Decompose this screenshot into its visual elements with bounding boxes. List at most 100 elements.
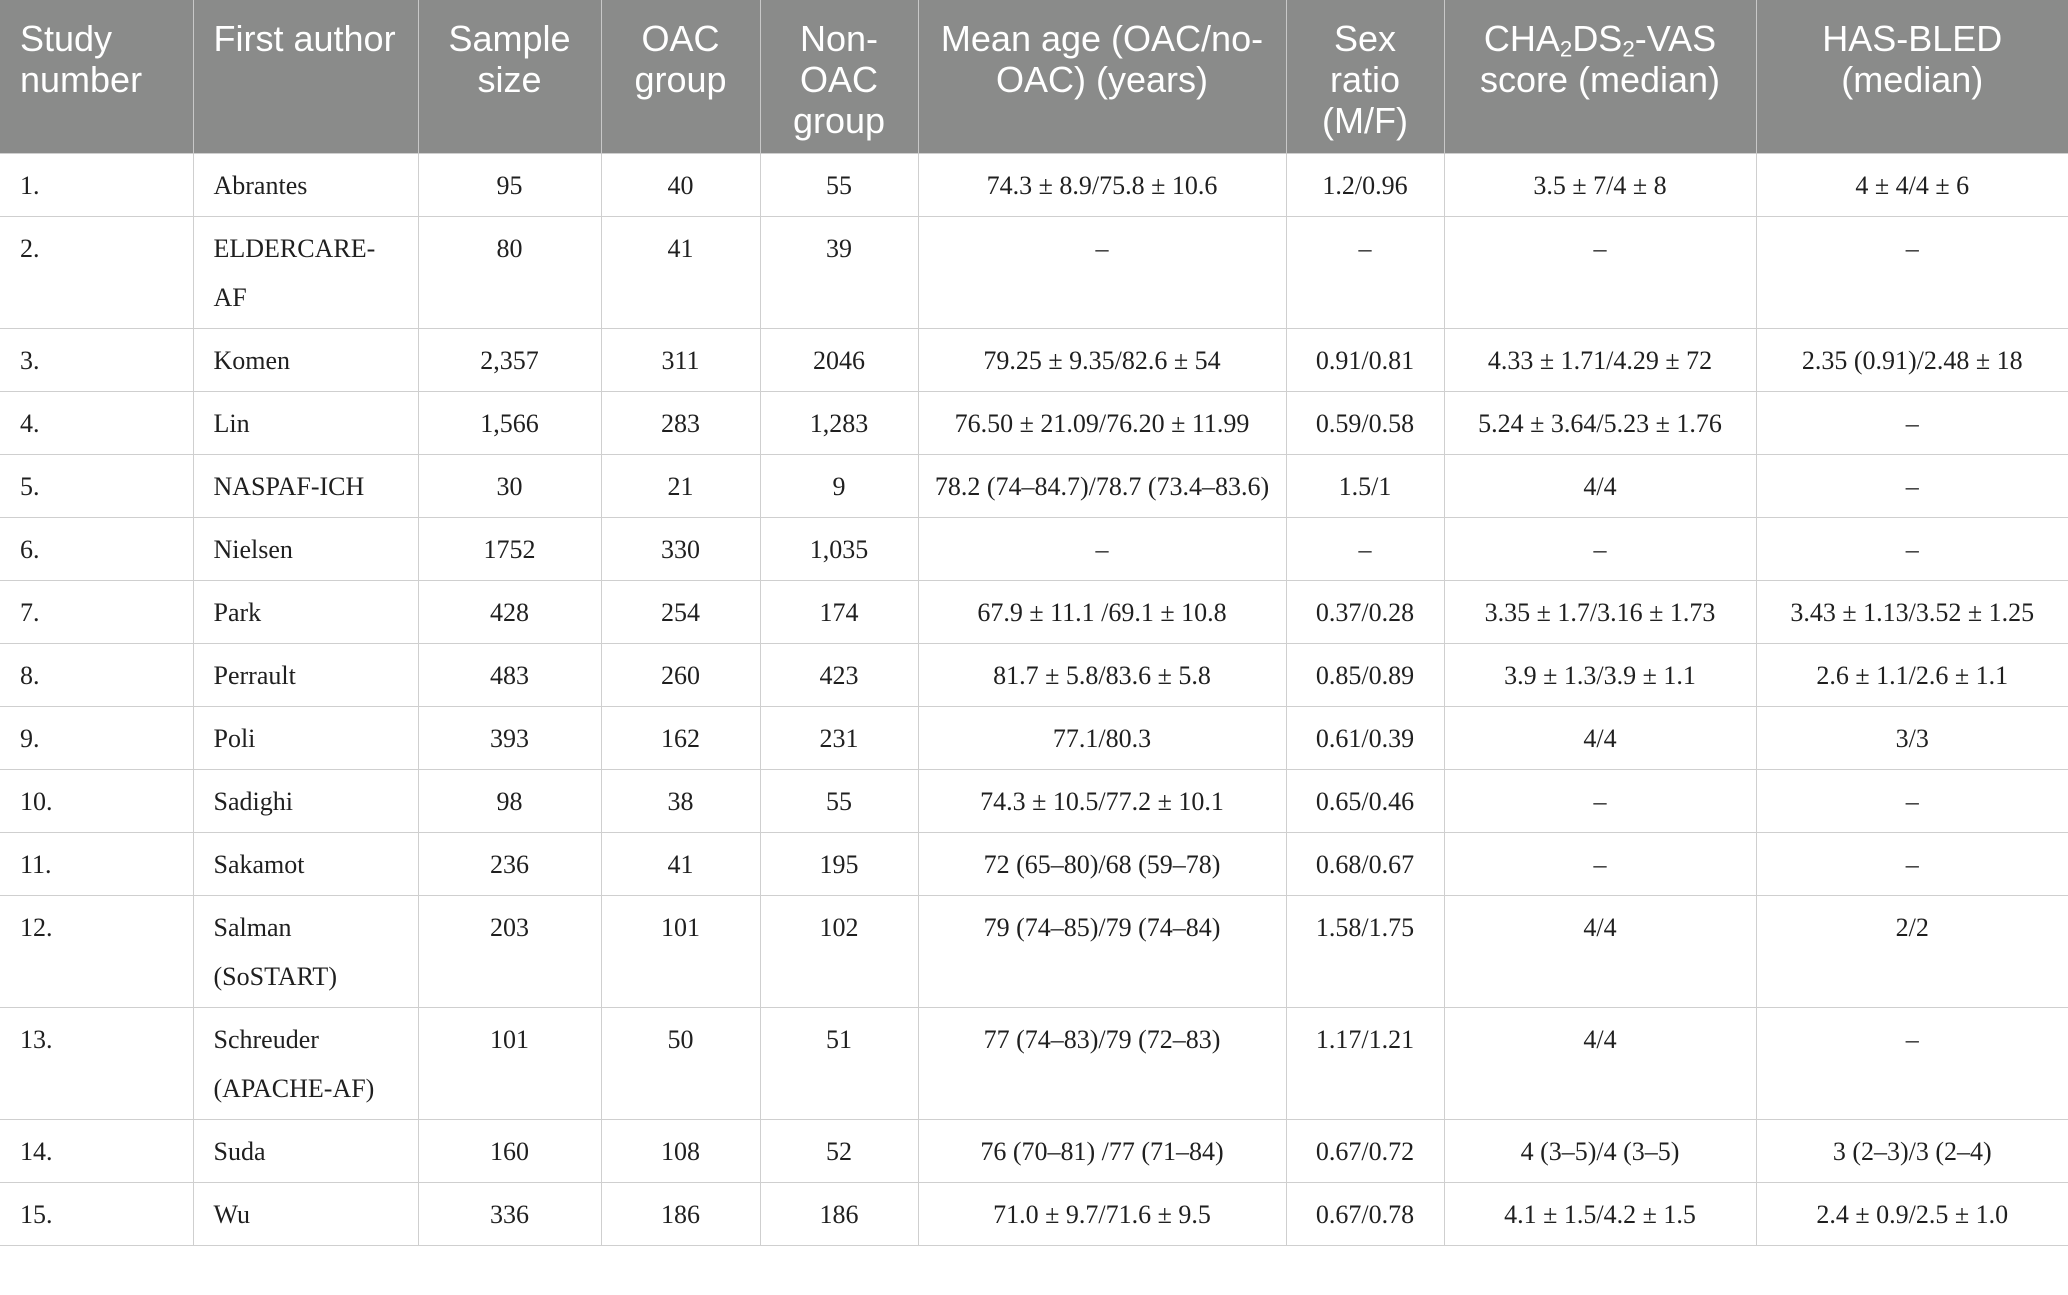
header-cha2ds2-vas: CHA2DS2-VAS score (median) [1444, 0, 1757, 154]
cell-cha2ds2-vas: – [1444, 216, 1757, 329]
cell-cha2ds2-vas: – [1444, 832, 1757, 896]
cell-sex-ratio: 0.91/0.81 [1286, 328, 1445, 392]
cell-sample-size: 236 [418, 832, 602, 896]
cell-has-bled: 3 (2–3)/3 (2–4) [1756, 1119, 2068, 1183]
cell-sample-size: 203 [418, 895, 602, 1008]
cell-sample-size: 428 [418, 580, 602, 644]
cell-oac-group: 186 [601, 1182, 761, 1246]
cell-study-number: 1. [0, 153, 194, 217]
table-row: 1. Abrantes 95 40 55 74.3 ± 8.9/75.8 ± 10.6 1.… [0, 153, 2068, 217]
table-row: 15. Wu 336 186 186 71.0 ± 9.7/71.6 ± 9.5 0.67/… [0, 1182, 2068, 1246]
cha-sub-2: 2 [1622, 36, 1635, 62]
cell-non-oac-group: 1,035 [760, 517, 919, 581]
cell-oac-group: 40 [601, 153, 761, 217]
cell-mean-age: 71.0 ± 9.7/71.6 ± 9.5 [918, 1182, 1287, 1246]
cell-oac-group: 330 [601, 517, 761, 581]
cell-non-oac-group: 186 [760, 1182, 919, 1246]
cell-sex-ratio: – [1286, 216, 1445, 329]
cha-suffix: -VAS score (median) [1479, 18, 1721, 100]
cell-has-bled: 2.4 ± 0.9/2.5 ± 1.0 [1756, 1182, 2068, 1246]
cell-non-oac-group: 102 [760, 895, 919, 1008]
cell-study-number: 14. [0, 1119, 194, 1183]
cha-sub-1: 2 [1559, 36, 1573, 62]
cell-study-number: 12. [0, 895, 194, 1008]
cell-sex-ratio: 0.59/0.58 [1286, 391, 1445, 455]
cha-mid: DS [1572, 18, 1623, 59]
cell-study-number: 13. [0, 1007, 194, 1120]
cell-mean-age: 74.3 ± 10.5/77.2 ± 10.1 [918, 769, 1287, 833]
cell-has-bled: – [1756, 769, 2068, 833]
cell-oac-group: 311 [601, 328, 761, 392]
table-header: Study number First author Sample size OA… [0, 0, 2068, 154]
cell-sample-size: 1,566 [418, 391, 602, 455]
cell-first-author: Sadighi [193, 769, 419, 833]
header-first-author: First author [193, 0, 419, 154]
table-row: 4. Lin 1,566 283 1,283 76.50 ± 21.09/76.20 ± … [0, 391, 2068, 455]
cell-study-number: 3. [0, 328, 194, 392]
cell-study-number: 5. [0, 454, 194, 518]
cell-cha2ds2-vas: 4.1 ± 1.5/4.2 ± 1.5 [1444, 1182, 1757, 1246]
cell-study-number: 7. [0, 580, 194, 644]
table-row: 3. Komen 2,357 311 2046 79.25 ± 9.35/82.6 ± 5… [0, 328, 2068, 392]
cell-cha2ds2-vas: 4/4 [1444, 895, 1757, 1008]
cell-has-bled: – [1756, 517, 2068, 581]
cell-cha2ds2-vas: 4/4 [1444, 706, 1757, 770]
cell-sex-ratio: 0.65/0.46 [1286, 769, 1445, 833]
cell-sex-ratio: 0.67/0.78 [1286, 1182, 1445, 1246]
cell-cha2ds2-vas: – [1444, 769, 1757, 833]
cell-study-number: 6. [0, 517, 194, 581]
cell-non-oac-group: 174 [760, 580, 919, 644]
header-study-number: Study number [0, 0, 194, 154]
cell-cha2ds2-vas: 4.33 ± 1.71/4.29 ± 72 [1444, 328, 1757, 392]
cell-first-author: Sakamot [193, 832, 419, 896]
cha-prefix: CHA [1483, 18, 1560, 59]
cell-has-bled: 2/2 [1756, 895, 2068, 1008]
table-row: 8. Perrault 483 260 423 81.7 ± 5.8/83.6 ± 5.8… [0, 643, 2068, 707]
table-body: 1. Abrantes 95 40 55 74.3 ± 8.9/75.8 ± 10.6 1.… [0, 153, 2068, 1246]
cell-study-number: 11. [0, 832, 194, 896]
cell-mean-age: 67.9 ± 11.1 /69.1 ± 10.8 [918, 580, 1287, 644]
cell-first-author: Abrantes [193, 153, 419, 217]
cell-cha2ds2-vas: 5.24 ± 3.64/5.23 ± 1.76 [1444, 391, 1757, 455]
cell-mean-age: – [918, 517, 1287, 581]
cell-sample-size: 95 [418, 153, 602, 217]
cell-has-bled: 2.6 ± 1.1/2.6 ± 1.1 [1756, 643, 2068, 707]
cell-first-author: Schreuder (APACHE-AF) [193, 1007, 419, 1120]
cell-first-author: Suda [193, 1119, 419, 1183]
cell-oac-group: 162 [601, 706, 761, 770]
cell-first-author: NASPAF-ICH [193, 454, 419, 518]
cell-cha2ds2-vas: 3.5 ± 7/4 ± 8 [1444, 153, 1757, 217]
cell-oac-group: 283 [601, 391, 761, 455]
header-sample-size: Sample size [418, 0, 602, 154]
cell-study-number: 2. [0, 216, 194, 329]
cell-mean-age: 77 (74–83)/79 (72–83) [918, 1007, 1287, 1120]
cell-sex-ratio: 1.2/0.96 [1286, 153, 1445, 217]
cell-non-oac-group: 1,283 [760, 391, 919, 455]
table-row: 5. NASPAF-ICH 30 21 9 78.2 (74–84.7)/78.7 (73… [0, 454, 2068, 518]
cell-sex-ratio: 1.5/1 [1286, 454, 1445, 518]
cell-sex-ratio: 1.58/1.75 [1286, 895, 1445, 1008]
cell-has-bled: 2.35 (0.91)/2.48 ± 18 [1756, 328, 2068, 392]
cell-first-author: Komen [193, 328, 419, 392]
table-row: 12. Salman (SoSTART) 203 101 102 79 (74–85)/7… [0, 895, 2068, 1008]
cell-first-author: Perrault [193, 643, 419, 707]
cell-cha2ds2-vas: 4 (3–5)/4 (3–5) [1444, 1119, 1757, 1183]
cell-oac-group: 254 [601, 580, 761, 644]
table-row: 11. Sakamot 236 41 195 72 (65–80)/68 (59–78) 0… [0, 832, 2068, 896]
header-oac-group: OAC group [601, 0, 761, 154]
cell-has-bled: 4 ± 4/4 ± 6 [1756, 153, 2068, 217]
cell-sample-size: 1752 [418, 517, 602, 581]
cell-sample-size: 80 [418, 216, 602, 329]
cell-study-number: 8. [0, 643, 194, 707]
cell-non-oac-group: 2046 [760, 328, 919, 392]
table-row: 6. Nielsen 1752 330 1,035– – – – [0, 517, 2068, 581]
cell-study-number: 10. [0, 769, 194, 833]
header-row: Study number First author Sample size OA… [0, 0, 2068, 154]
cell-sex-ratio: 0.68/0.67 [1286, 832, 1445, 896]
cell-mean-age: 81.7 ± 5.8/83.6 ± 5.8 [918, 643, 1287, 707]
cell-mean-age: 79.25 ± 9.35/82.6 ± 54 [918, 328, 1287, 392]
cell-sample-size: 2,357 [418, 328, 602, 392]
cell-non-oac-group: 55 [760, 769, 919, 833]
cell-sex-ratio: 0.67/0.72 [1286, 1119, 1445, 1183]
cell-has-bled: – [1756, 216, 2068, 329]
